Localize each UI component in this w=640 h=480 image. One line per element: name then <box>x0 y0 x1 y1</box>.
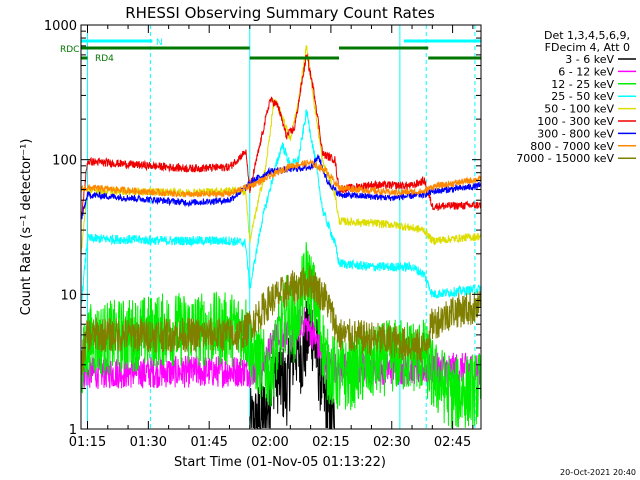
series-line-3 <box>80 108 482 308</box>
legend: Det 1,3,4,5,6,9,FDecim 4, Att 03 - 6 keV… <box>516 29 636 165</box>
x-tick-label-0: 01:15 <box>69 435 106 450</box>
legend-label-5: 100 - 300 keV <box>537 115 614 128</box>
legend-label-2: 12 - 25 keV <box>551 78 614 91</box>
y-tick-label-3: 1000 <box>44 19 77 34</box>
legend-header-1: FDecim 4, Att 0 <box>545 41 630 54</box>
plot-frame <box>80 24 482 430</box>
y-tick-label-1: 10 <box>60 288 77 303</box>
x-axis-ticks: 01:15 01:30 01:45 02:00 02:15 02:30 02:45 <box>69 25 474 450</box>
flag-label-n: N <box>156 38 163 48</box>
footer-timestamp: 20-Oct-2021 20:40 <box>560 468 636 477</box>
chart-title: RHESSI Observing Summary Count Rates <box>125 4 435 22</box>
x-tick-label-5: 02:30 <box>373 435 410 450</box>
y-tick-label-0: 1 <box>69 423 77 438</box>
flag-label-rdc: RDC <box>60 45 79 55</box>
x-tick-label-1: 01:30 <box>130 435 167 450</box>
legend-label-6: 300 - 800 keV <box>537 127 614 140</box>
flag-label-rd4: RD4 <box>95 54 114 64</box>
series-line-7 <box>80 158 482 199</box>
y-axis-ticks: 1 10 100 1000 <box>44 19 481 438</box>
x-tick-label-4: 02:15 <box>312 435 349 450</box>
series-line-8 <box>80 265 482 375</box>
legend-label-8: 7000 - 15000 keV <box>516 152 614 165</box>
legend-label-4: 50 - 100 keV <box>544 103 614 116</box>
legend-label-1: 6 - 12 keV <box>558 65 614 78</box>
y-axis-label: Count Rate (s⁻¹ detector⁻¹) <box>19 139 34 316</box>
x-tick-label-6: 02:45 <box>434 435 471 450</box>
series-line-5 <box>80 53 482 218</box>
legend-header-0: Det 1,3,4,5,6,9, <box>544 29 630 42</box>
y-tick-label-2: 100 <box>52 154 77 169</box>
x-axis-label: Start Time (01-Nov-05 01:13:22) <box>174 455 386 470</box>
x-tick-label-2: 01:45 <box>190 435 227 450</box>
legend-label-7: 800 - 7000 keV <box>530 140 614 153</box>
legend-label-0: 3 - 6 keV <box>565 53 614 66</box>
legend-label-3: 25 - 50 keV <box>551 90 614 103</box>
plot-content: N RDC RD4 <box>60 25 482 429</box>
x-tick-label-3: 02:00 <box>251 435 288 450</box>
